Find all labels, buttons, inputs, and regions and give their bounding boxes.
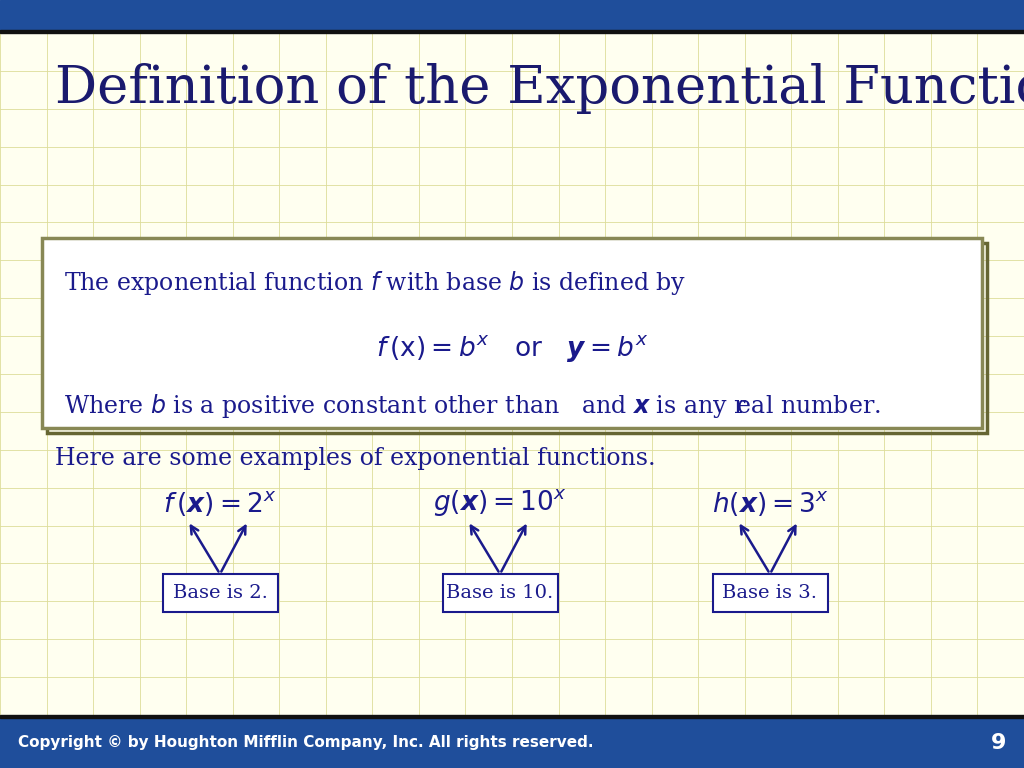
Text: Base is 10.: Base is 10. [446,584,554,602]
Text: Copyright © by Houghton Mifflin Company, Inc. All rights reserved.: Copyright © by Houghton Mifflin Company,… [18,736,594,750]
Text: Base is 3.: Base is 3. [723,584,817,602]
Text: Definition of the Exponential Function: Definition of the Exponential Function [55,62,1024,114]
Bar [442,574,557,612]
Text: Here are some examples of exponential functions.: Here are some examples of exponential fu… [55,446,655,469]
Bar [42,238,982,428]
Bar [0,718,1024,768]
Bar [47,243,987,433]
Bar [0,30,1024,33]
Bar [713,574,827,612]
Text: $h(\boldsymbol{x}) = 3^x$: $h(\boldsymbol{x}) = 3^x$ [712,488,828,518]
Bar [0,715,1024,718]
Text: Base is 2.: Base is 2. [173,584,267,602]
Bar [0,0,1024,30]
Text: 9: 9 [990,733,1006,753]
Bar [163,574,278,612]
Text: $f\,(\boldsymbol{x}) = 2^x$: $f\,(\boldsymbol{x}) = 2^x$ [163,488,276,518]
Text: $g(\boldsymbol{x}) = 10^x$: $g(\boldsymbol{x}) = 10^x$ [433,488,567,518]
Text: Where $\mathit{b}$ is a positive constant other than   and $\boldsymbol{x}$ is a: Where $\mathit{b}$ is a positive constan… [63,392,881,420]
Text: The exponential function $\mathit{f}$ with base $\mathit{b}$ is defined by: The exponential function $\mathit{f}$ wi… [63,269,686,297]
Text: $f\,(\mathrm{x}) = b^x\quad\mathrm{or}\quad\boldsymbol{y} = b^x$: $f\,(\mathrm{x}) = b^x\quad\mathrm{or}\q… [376,333,648,363]
